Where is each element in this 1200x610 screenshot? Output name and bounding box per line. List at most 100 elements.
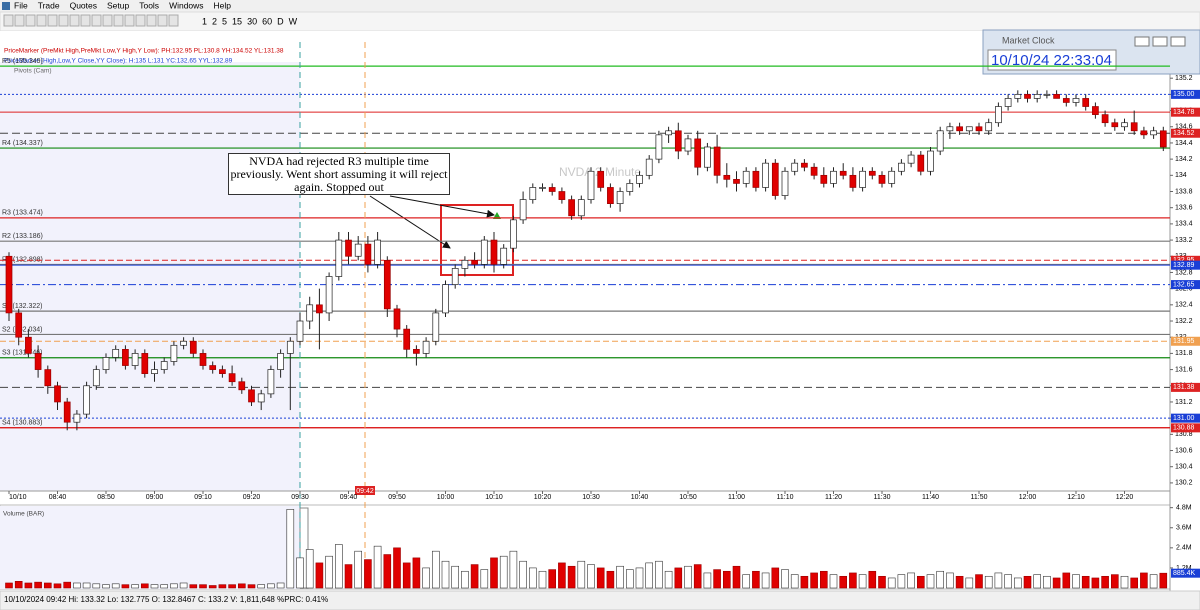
toolbar-button[interactable] <box>36 14 47 27</box>
pivot-label: S4 (130.883) <box>2 419 42 426</box>
volume-bar <box>655 560 663 589</box>
volume-bar <box>373 545 382 589</box>
toolbar-button[interactable] <box>3 14 14 27</box>
x-tick-label: 11:00 <box>728 494 745 501</box>
window-button[interactable] <box>1134 36 1150 47</box>
arrow <box>369 195 451 249</box>
candle-body <box>92 369 100 387</box>
toolbar-button[interactable] <box>168 14 179 27</box>
volume-bar <box>267 583 275 589</box>
menu-item[interactable]: Help <box>214 0 232 10</box>
y-tick-label: 133.6 <box>1175 205 1193 212</box>
toolbar-button[interactable] <box>80 14 91 27</box>
toolbar-button[interactable] <box>69 14 80 27</box>
candle-body <box>975 126 983 132</box>
price-tag <box>1171 336 1200 346</box>
toolbar-button[interactable] <box>25 14 36 27</box>
app-icon <box>2 2 10 10</box>
candle-body <box>316 304 323 314</box>
interval-button[interactable]: 15 <box>232 16 242 26</box>
candle-body <box>519 199 527 221</box>
volume-bar <box>1101 575 1109 589</box>
y-tick-label: 133.2 <box>1175 237 1193 244</box>
window-button[interactable] <box>1152 36 1168 47</box>
menu-item[interactable]: Quotes <box>70 0 97 10</box>
toolbar-button[interactable] <box>47 14 58 27</box>
toolbar-button[interactable] <box>124 14 135 27</box>
y-tick-label: 131.6 <box>1175 366 1193 373</box>
toolbar-button[interactable] <box>14 14 25 27</box>
volume-bar <box>34 581 42 589</box>
window-button[interactable] <box>1170 36 1186 47</box>
volume-bar <box>567 565 576 589</box>
interval-button[interactable]: D <box>277 16 284 26</box>
toolbar-button[interactable] <box>157 14 168 27</box>
interval-button[interactable]: 5 <box>222 16 227 26</box>
volume-bar <box>1072 574 1080 589</box>
candle-body <box>403 328 411 350</box>
volume-bar <box>509 550 518 589</box>
candle-body <box>219 369 226 374</box>
interval-button[interactable]: W <box>289 16 298 26</box>
x-tick-label: 09:40 <box>340 494 358 501</box>
clock-display <box>987 49 1117 71</box>
candle-body <box>907 154 915 164</box>
candle-body <box>34 353 42 370</box>
volume-bar <box>470 564 479 589</box>
y-tick-label: 130.2 <box>1175 480 1193 487</box>
menu-bar <box>0 0 1200 12</box>
candle-body <box>1024 94 1031 99</box>
candle-body <box>723 174 731 180</box>
candle-body <box>626 183 634 192</box>
volume-bar <box>519 560 527 589</box>
candle-body <box>529 187 537 200</box>
menu-item[interactable]: File <box>14 0 28 10</box>
toolbar <box>0 11 1200 32</box>
menu-item[interactable]: Trade <box>38 0 60 10</box>
y-tick-label: 130.8 <box>1175 431 1193 438</box>
volume-bar <box>868 570 877 589</box>
x-tick-label: 09:30 <box>291 494 309 501</box>
candle-body <box>558 191 566 200</box>
interval-button[interactable]: 60 <box>262 16 272 26</box>
candle-body <box>160 361 168 370</box>
toolbar-button[interactable] <box>146 14 157 27</box>
x-tick-label: 09:00 <box>146 494 164 501</box>
volume-bar <box>402 562 411 589</box>
time-tag <box>355 486 375 495</box>
interval-button[interactable]: 1 <box>202 16 207 26</box>
candle-body <box>364 243 372 265</box>
volume-bar <box>984 575 993 589</box>
menu-item[interactable]: Setup <box>107 0 129 10</box>
interval-button[interactable]: 30 <box>247 16 257 26</box>
toolbar-button[interactable] <box>135 14 146 27</box>
candle-body <box>277 353 284 370</box>
price-tag-label: 131.95 <box>1173 338 1195 345</box>
toolbar-button[interactable] <box>91 14 102 27</box>
pivot-label: S3 (131.746) <box>2 350 42 357</box>
x-tick-label: 10/10 <box>9 494 27 501</box>
candle-body <box>1082 98 1090 107</box>
market-clock: Market Clock 10/10/24 22:33:04 <box>982 29 1200 75</box>
interval-button[interactable]: 2 <box>212 16 217 26</box>
y-tick-label: 132.4 <box>1175 302 1193 309</box>
menu-item[interactable]: Windows <box>169 0 203 10</box>
toolbar-button[interactable] <box>102 14 113 27</box>
menu-item[interactable]: Tools <box>139 0 159 10</box>
volume-bar <box>1043 575 1051 589</box>
volume-bar <box>596 567 605 589</box>
candle-body <box>500 247 508 265</box>
candle-body <box>63 401 71 423</box>
volume-bar <box>752 570 760 589</box>
volume-bar <box>1159 572 1168 589</box>
candle-body <box>480 239 488 265</box>
volume-bar <box>199 584 207 589</box>
toolbar-button[interactable] <box>58 14 69 27</box>
candle-body <box>112 348 120 358</box>
candle-body <box>810 166 818 176</box>
toolbar-button[interactable] <box>113 14 124 27</box>
y-tick-label: 133.8 <box>1175 188 1193 195</box>
candle-body <box>393 308 401 330</box>
